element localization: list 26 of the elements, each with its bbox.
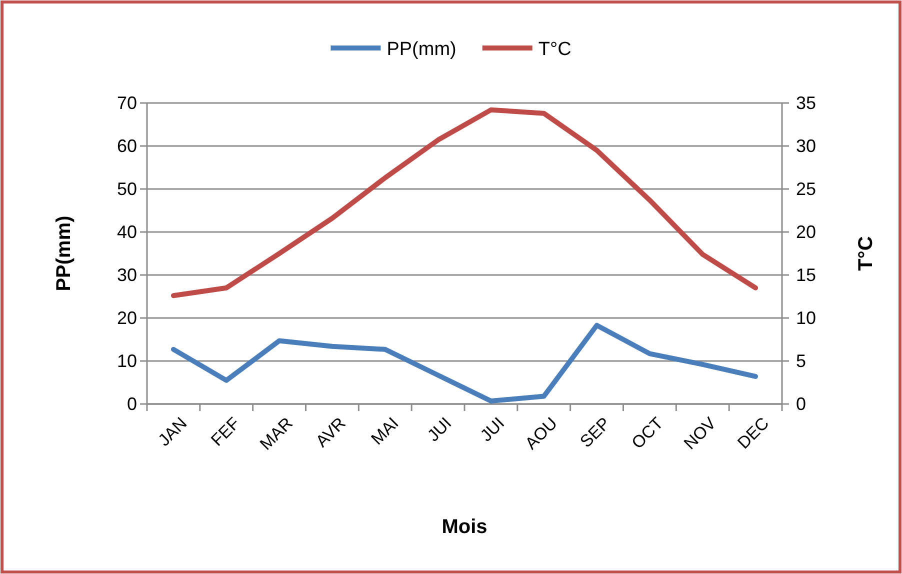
y2-axis-title: T°C	[855, 236, 877, 271]
y-axis-title: PP(mm)	[53, 216, 75, 292]
y-tick-label: 20	[116, 308, 137, 328]
y2-tick-label: 30	[796, 136, 816, 156]
y2-tick-label: 5	[796, 350, 806, 371]
y-tick-label: 40	[116, 222, 137, 242]
legend-label: PP(mm)	[386, 39, 456, 60]
y2-tick-label: 35	[796, 92, 816, 113]
x-tick-label: SEP	[576, 414, 614, 452]
y2-tick-label: 20	[796, 222, 816, 242]
y-tick-label: 60	[116, 136, 137, 156]
y-tick-label: 0	[126, 394, 137, 414]
legend-label: T°C	[538, 39, 572, 60]
y-tick-label: 50	[116, 178, 137, 199]
x-tick-label: JUI	[424, 414, 456, 446]
y2-tick-label: 0	[796, 394, 806, 414]
x-axis-title: Mois	[442, 516, 488, 538]
y-tick-label: 10	[116, 350, 137, 371]
x-tick-label: JAN	[154, 414, 191, 450]
x-tick-label: JUI	[476, 414, 508, 446]
y-tick-label: 30	[116, 264, 137, 285]
y2-tick-label: 15	[796, 264, 816, 285]
y-tick-label: 70	[116, 92, 137, 113]
y2-tick-label: 10	[796, 308, 816, 328]
x-tick-label: MAI	[367, 414, 402, 449]
y2-tick-label: 25	[796, 178, 816, 199]
